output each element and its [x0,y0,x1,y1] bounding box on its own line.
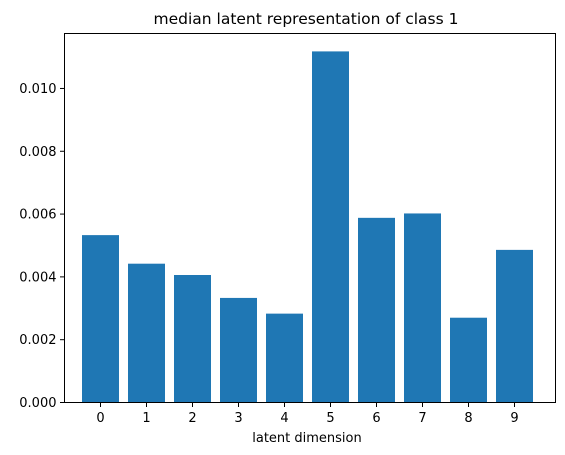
y-tick-label: 0.000 [19,396,56,411]
chart-title: median latent representation of class 1 [153,10,458,28]
x-tick-label: 4 [280,411,288,426]
bar-0 [82,235,119,403]
bar-7 [404,213,441,403]
y-tick-label: 0.010 [19,82,56,97]
bar-4 [266,313,303,403]
x-tick-label: 0 [96,411,104,426]
x-tick-label: 6 [372,411,380,426]
x-tick-label: 7 [418,411,426,426]
bar-3 [220,297,257,403]
x-tick-label: 1 [142,411,150,426]
y-tick-label: 0.006 [19,208,56,223]
x-tick-label: 3 [234,411,242,426]
x-tick-label: 8 [464,411,472,426]
y-tick-label: 0.008 [19,145,56,160]
bar-8 [450,317,487,403]
bar-1 [128,263,165,403]
bar-9 [496,249,533,403]
x-axis-label: latent dimension [252,431,361,446]
x-tick-label: 2 [188,411,196,426]
plot-frame [64,33,556,403]
bars-group [82,51,533,403]
y-tick-label: 0.004 [19,270,56,285]
bar-2 [174,275,211,403]
x-tick-label: 5 [326,411,334,426]
bar-6 [358,217,395,403]
x-tick-label: 9 [510,411,518,426]
y-tick-label: 0.002 [19,333,56,348]
bar-5 [312,51,349,403]
y-axis-ticks: 0.000 0.002 0.004 0.006 0.008 0.010 [19,82,65,411]
x-axis-ticks: 0 1 2 3 4 5 6 7 8 9 [96,402,519,426]
